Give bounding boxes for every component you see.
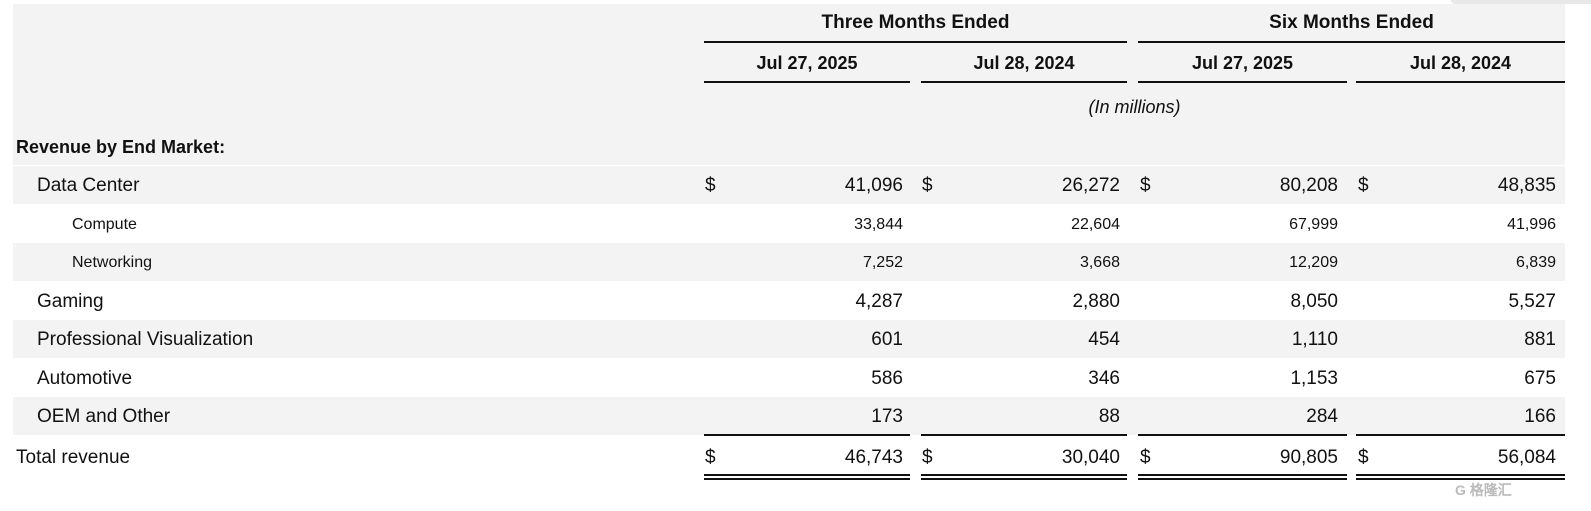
cell-value: 601 (871, 329, 903, 350)
window-corner (1451, 0, 1591, 4)
date-underline (704, 81, 910, 83)
cell-value: 41,996 (1507, 216, 1556, 233)
currency-symbol: $ (1358, 447, 1369, 468)
total-rule-top (704, 434, 910, 436)
cell-value: 41,096 (844, 175, 903, 196)
total-double-rule (1138, 478, 1347, 480)
cell-value: 2,880 (1072, 291, 1120, 312)
total-value: 56,084 (1497, 447, 1556, 468)
date-header: Jul 27, 2025 (756, 53, 858, 73)
cell-value: 48,835 (1497, 175, 1556, 196)
header-background (13, 4, 1565, 165)
cell-value: 454 (1088, 329, 1120, 350)
units-note: (In millions) (1088, 97, 1181, 117)
row-band (13, 166, 1565, 204)
total-rule-top (1138, 434, 1347, 436)
row-label-oem-and-other: OEM and Other (37, 406, 171, 427)
date-underline (1138, 81, 1347, 83)
currency-symbol: $ (922, 175, 933, 196)
total-double-rule (921, 478, 1127, 480)
total-value: 90,805 (1279, 447, 1338, 468)
total-double-rule (704, 478, 910, 480)
currency-symbol: $ (1140, 175, 1151, 196)
total-double-rule (1356, 478, 1565, 480)
date-header: Jul 28, 2024 (1409, 53, 1512, 73)
date-header: Jul 27, 2025 (1191, 53, 1294, 73)
total-double-rule (1138, 474, 1347, 476)
date-underline (1356, 81, 1565, 83)
row-label-total-revenue: Total revenue (16, 447, 131, 468)
total-double-rule (1356, 474, 1565, 476)
currency-symbol: $ (922, 447, 933, 468)
cell-value: 346 (1088, 368, 1120, 389)
cell-value: 1,110 (1291, 329, 1338, 350)
total-value: 46,743 (844, 447, 903, 468)
row-label-gaming: Gaming (37, 291, 104, 312)
group-header-three-months: Three Months Ended (821, 12, 1010, 33)
row-band (13, 243, 1565, 281)
row-label-networking: Networking (72, 254, 153, 271)
row-label-professional-visualization: Professional Visualization (37, 329, 254, 350)
row-label-automotive: Automotive (37, 368, 133, 389)
date-header: Jul 28, 2024 (973, 53, 1075, 73)
cell-value: 4,287 (855, 291, 903, 312)
total-rule-top (921, 434, 1127, 436)
currency-symbol: $ (705, 447, 716, 468)
cell-value: 166 (1524, 406, 1556, 427)
group-header-six-months: Six Months Ended (1269, 12, 1434, 33)
group-underline (704, 41, 1127, 43)
total-rule-top (1356, 434, 1565, 436)
cell-value: 675 (1524, 368, 1556, 389)
cell-value: 80,208 (1279, 175, 1338, 196)
currency-symbol: $ (1140, 447, 1151, 468)
cell-value: 67,999 (1289, 216, 1338, 233)
group-underline (1138, 41, 1565, 43)
row-band (13, 320, 1565, 358)
currency-symbol: $ (1358, 175, 1369, 196)
total-double-rule (921, 474, 1127, 476)
section-title: Revenue by End Market: (16, 137, 226, 157)
cell-value: 12,209 (1289, 254, 1338, 271)
row-band (13, 397, 1565, 435)
cell-value: 6,839 (1515, 254, 1556, 271)
cell-value: 881 (1524, 329, 1556, 350)
cell-value: 7,252 (862, 254, 903, 271)
cell-value: 3,668 (1079, 254, 1120, 271)
cell-value: 8,050 (1290, 291, 1338, 312)
date-underline (921, 81, 1127, 83)
total-value: 30,040 (1061, 447, 1120, 468)
currency-symbol: $ (705, 175, 716, 196)
cell-value: 284 (1306, 406, 1338, 427)
row-label-compute: Compute (72, 216, 137, 233)
cell-value: 22,604 (1071, 216, 1120, 233)
cell-value: 1,153 (1290, 368, 1338, 389)
cell-value: 586 (871, 368, 903, 389)
cell-value: 173 (871, 406, 903, 427)
watermark-text: 格隆汇 (1469, 482, 1512, 498)
row-label-data-center: Data Center (37, 175, 140, 196)
cell-value: 5,527 (1508, 291, 1556, 312)
watermark-logo: G 格隆汇 (1455, 482, 1512, 498)
cell-value: 26,272 (1061, 175, 1120, 196)
total-double-rule (704, 474, 910, 476)
cell-value: 33,844 (854, 216, 903, 233)
cell-value: 88 (1098, 406, 1120, 427)
